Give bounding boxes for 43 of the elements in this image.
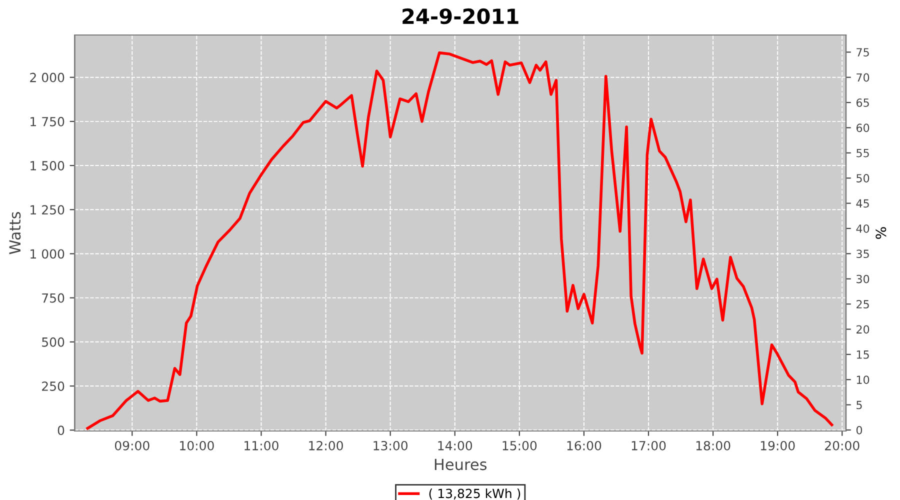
- x-tick-label: 19:00: [760, 440, 795, 450]
- y-tick-label: 750: [42, 293, 64, 303]
- y-axis-title: Watts: [9, 212, 21, 254]
- x-tick-label: 16:00: [567, 440, 602, 450]
- y2-tick-label: 60: [856, 124, 870, 132]
- legend-label: ( 13,825 kWh ): [429, 488, 520, 500]
- y-tick-label: 1 750: [30, 116, 64, 126]
- y-tick-label: 500: [42, 337, 64, 347]
- line-series: [86, 51, 834, 430]
- x-axis-title: Heures: [434, 458, 487, 470]
- y2-tick-label: 65: [856, 98, 869, 107]
- y-tick-label: 0: [58, 426, 64, 436]
- y-tick-label: 250: [42, 381, 64, 391]
- y2-tick-label: 5: [856, 400, 862, 410]
- x-tick-label: 09:00: [114, 440, 150, 450]
- y2-tick-label: 40: [856, 224, 870, 233]
- y2-tick-label: 0: [856, 426, 862, 434]
- y-tick-label: 1 000: [30, 249, 64, 259]
- y-tick-label: 2 000: [30, 72, 64, 82]
- x-tick-label: 20:00: [825, 440, 860, 450]
- x-tick-label: 18:00: [696, 440, 730, 450]
- x-tick-label: 15:00: [502, 440, 537, 450]
- x-tick-label: 12:00: [309, 440, 343, 450]
- y2-tick-label: 35: [856, 250, 869, 258]
- x-tick-label: 14:00: [438, 440, 472, 450]
- y2-tick-label: 10: [856, 376, 870, 384]
- y2-tick-label: 15: [856, 350, 869, 359]
- y2-axis-title: %: [876, 227, 886, 239]
- y-tick-label: 1 250: [30, 205, 64, 215]
- y-tick-label: 1 500: [30, 161, 64, 170]
- y2-tick-label: 30: [856, 274, 870, 284]
- x-tick-label: 17:00: [632, 440, 666, 450]
- y2-tick-label: 20: [856, 325, 870, 334]
- y2-tick-label: 50: [856, 174, 870, 182]
- y2-tick-label: 75: [856, 48, 869, 57]
- x-tick-label: 13:00: [374, 440, 408, 450]
- chart-title: 24-9-2011: [402, 8, 518, 24]
- x-tick-label: 10:00: [180, 440, 214, 450]
- x-tick-label: 11:00: [244, 440, 278, 450]
- y2-tick-label: 70: [856, 73, 870, 82]
- y2-tick-label: 55: [856, 149, 869, 158]
- y2-tick-label: 25: [856, 300, 869, 308]
- y2-tick-label: 45: [856, 199, 869, 208]
